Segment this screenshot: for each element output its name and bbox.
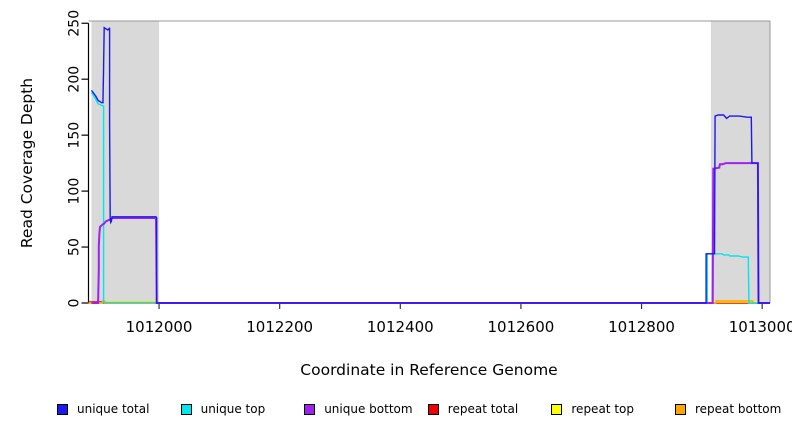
legend-item-repeat-top: repeat top (551, 402, 634, 416)
legend-label: repeat bottom (695, 402, 782, 416)
x-tick-label: 1012000 (126, 318, 193, 336)
plot-border (88, 20, 771, 303)
series-unique-bottom-line (91, 162, 770, 304)
y-tick-label: 0 (67, 299, 83, 308)
legend-swatch (427, 403, 439, 415)
y-axis-title: Read Coverage Depth (18, 77, 36, 249)
legend-item-unique-top: unique top (180, 402, 266, 416)
legend-label: unique top (200, 402, 266, 416)
coverage-plot: 0 50 100 150 200 250 1012000 1012200 1012400 1012… (67, 10, 792, 336)
y-tick-label: 250 (67, 10, 83, 37)
x-tick-label: 1012600 (488, 318, 555, 336)
legend-item-unique-total: unique total (57, 402, 149, 416)
series-unique-top-line (90, 92, 770, 304)
y-tick-label: 150 (67, 122, 83, 149)
legend-label: unique bottom (324, 402, 413, 416)
legend-swatch (57, 403, 68, 415)
x-tick-label: 1012400 (367, 318, 434, 336)
y-tick-label: 50 (67, 238, 83, 256)
series-unique-total-line (90, 26, 770, 304)
legend-swatch (675, 403, 686, 415)
legend-swatch (304, 403, 316, 415)
legend-item-unique-bottom: unique bottom (304, 402, 413, 416)
legend-label: unique total (77, 402, 150, 416)
legend-swatch (180, 403, 192, 415)
x-tick-label: 1013000 (729, 318, 792, 336)
legend-label: repeat top (571, 402, 634, 416)
legend-swatch (551, 403, 563, 415)
y-tick-label: 100 (67, 178, 83, 205)
left-repeat-region (91, 21, 160, 303)
legend-label: repeat total (447, 402, 519, 416)
x-axis-title: Coordinate in Reference Genome (300, 361, 558, 379)
right-repeat-region (710, 21, 770, 303)
x-tick-label: 1012200 (246, 318, 313, 336)
legend-item-repeat-total: repeat total (427, 402, 519, 416)
x-tick-label: 1012800 (608, 318, 675, 336)
legend-item-repeat-bottom: repeat bottom (675, 402, 781, 416)
legend: unique total unique top unique bottom repea… (0, 402, 792, 418)
y-tick-label: 200 (67, 66, 83, 93)
